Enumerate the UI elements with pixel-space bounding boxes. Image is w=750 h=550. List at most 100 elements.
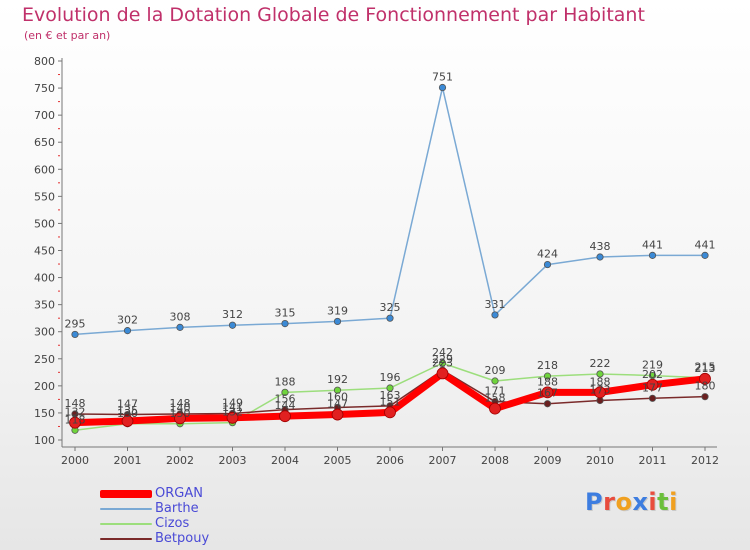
legend-swatch [100, 537, 152, 540]
point-barthe [543, 260, 552, 269]
data-label-barthe: 325 [380, 301, 401, 314]
point-cizos [648, 371, 657, 380]
point-cizos [386, 384, 394, 392]
data-label-betpouy: 167 [537, 387, 558, 400]
y-tick-label: 300 [34, 326, 55, 339]
y-tick-label: 450 [34, 245, 55, 258]
point-organ [226, 411, 239, 424]
data-label-betpouy: 163 [380, 389, 401, 402]
point-barthe [386, 314, 394, 322]
data-label-barthe: 441 [695, 238, 716, 251]
point-cizos [333, 386, 342, 394]
data-label-barthe: 312 [222, 308, 243, 321]
data-label-organ: 202 [642, 368, 663, 381]
y-tick-label: 250 [34, 353, 55, 366]
point-barthe [333, 317, 342, 326]
data-label-organ: 132 [65, 406, 86, 419]
data-label-cizos: 192 [327, 373, 348, 386]
data-label-betpouy: 147 [117, 398, 138, 411]
data-label-betpouy: 149 [222, 396, 243, 409]
y-tick-label: 150 [34, 407, 55, 420]
point-organ [541, 386, 554, 399]
y-tick-label: 600 [34, 163, 55, 176]
y-tick-label: 750 [34, 82, 55, 95]
y-tick-label: 400 [34, 272, 55, 285]
point-organ [646, 378, 659, 391]
data-label-cizos: 188 [275, 375, 296, 388]
point-barthe [281, 319, 289, 328]
point-barthe [71, 330, 79, 339]
point-barthe [596, 253, 604, 261]
y-tick-label: 200 [34, 380, 55, 393]
point-cizos [491, 377, 499, 385]
data-label-cizos: 215 [695, 361, 716, 374]
data-label-organ: 144 [275, 399, 296, 412]
x-tick-label: 2009 [534, 454, 562, 467]
point-organ [699, 372, 711, 385]
legend-item-cizos: Cizos [100, 516, 209, 531]
data-label-betpouy: 148 [170, 397, 191, 410]
legend-swatch [100, 489, 152, 498]
legend-label: Betpouy [155, 531, 210, 546]
data-label-betpouy: 173 [590, 383, 611, 396]
point-betpouy [543, 400, 552, 408]
data-label-barthe: 308 [170, 310, 191, 323]
point-organ [279, 410, 291, 423]
data-label-organ: 140 [170, 401, 191, 414]
x-tick-label: 2000 [61, 454, 89, 467]
data-label-cizos: 130 [117, 407, 138, 420]
data-label-organ: 223 [432, 356, 453, 369]
data-label-barthe: 438 [590, 240, 611, 253]
data-label-cizos: 218 [537, 359, 558, 372]
data-label-betpouy: 160 [327, 391, 348, 404]
point-cizos [438, 359, 447, 367]
x-tick-label: 2005 [324, 454, 352, 467]
data-label-betpouy: 156 [275, 393, 296, 406]
point-organ [174, 412, 186, 425]
data-label-cizos: 209 [485, 364, 506, 377]
chart-title: Evolution de la Dotation Globale de Fonc… [22, 4, 645, 26]
data-label-cizos: 219 [642, 359, 663, 372]
point-cizos [543, 372, 552, 380]
data-label-organ: 213 [695, 362, 716, 375]
data-label-cizos: 196 [380, 371, 401, 384]
y-tick-label: 700 [34, 109, 55, 122]
data-label-betpouy: 177 [642, 381, 663, 394]
data-label-barthe: 302 [117, 314, 138, 327]
data-label-cizos: 222 [590, 357, 611, 370]
point-organ [436, 367, 449, 380]
x-tick-label: 2011 [639, 454, 667, 467]
data-label-betpouy: 229 [432, 353, 453, 366]
data-label-organ: 188 [590, 375, 611, 388]
point-betpouy [648, 394, 657, 402]
data-label-cizos: 118 [65, 413, 86, 426]
point-barthe [228, 321, 237, 329]
legend-label: Barthe [155, 501, 199, 516]
chart-subtitle: (en € et par an) [24, 29, 111, 42]
point-organ [489, 402, 501, 415]
data-label-barthe: 441 [642, 238, 663, 251]
data-label-betpouy: 180 [695, 380, 716, 393]
legend-item-organ: ORGAN [100, 486, 209, 501]
point-barthe [491, 311, 499, 319]
x-tick-label: 2008 [481, 454, 509, 467]
y-tick-label: 650 [34, 136, 55, 149]
legend-swatch [100, 507, 152, 510]
point-barthe [176, 323, 184, 331]
point-betpouy [701, 393, 709, 401]
point-cizos [281, 388, 289, 396]
data-label-barthe: 295 [65, 317, 86, 330]
point-barthe [123, 327, 132, 335]
point-cizos [596, 370, 604, 378]
data-label-barthe: 331 [485, 298, 506, 311]
y-tick-label: 550 [34, 190, 55, 203]
x-tick-label: 2003 [219, 454, 247, 467]
data-label-betpouy: 171 [485, 385, 506, 398]
data-label-cizos: 242 [432, 346, 453, 359]
data-label-organ: 158 [485, 392, 506, 405]
point-organ [594, 386, 606, 399]
x-tick-label: 2006 [376, 454, 404, 467]
data-label-organ: 188 [537, 375, 558, 388]
data-label-organ: 147 [327, 398, 348, 411]
